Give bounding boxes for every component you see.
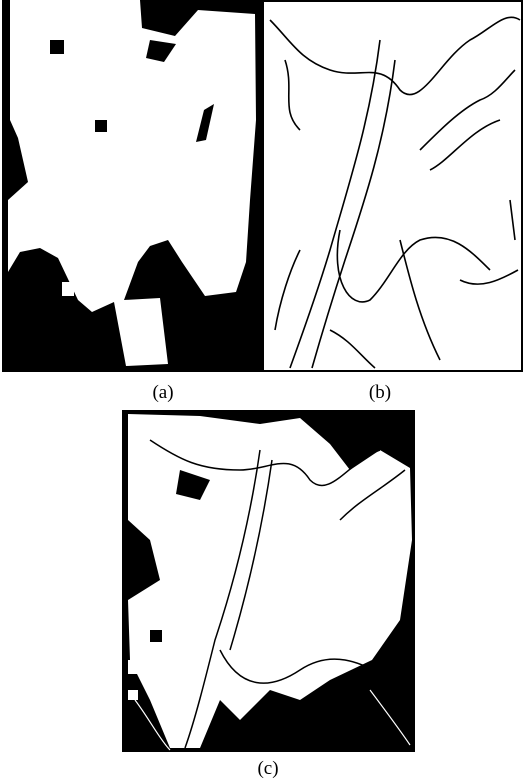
caption-c: (c) xyxy=(257,758,278,779)
panel-c-image xyxy=(122,410,415,752)
page: (a) (b) (c) (() => { const data = JSON.p… xyxy=(0,0,523,782)
panel-a-image xyxy=(2,0,262,372)
caption-b: (b) xyxy=(369,382,391,403)
figure: (a) (b) (c) xyxy=(0,0,523,782)
caption-a: (a) xyxy=(152,382,173,403)
panel-b-image xyxy=(263,1,522,371)
